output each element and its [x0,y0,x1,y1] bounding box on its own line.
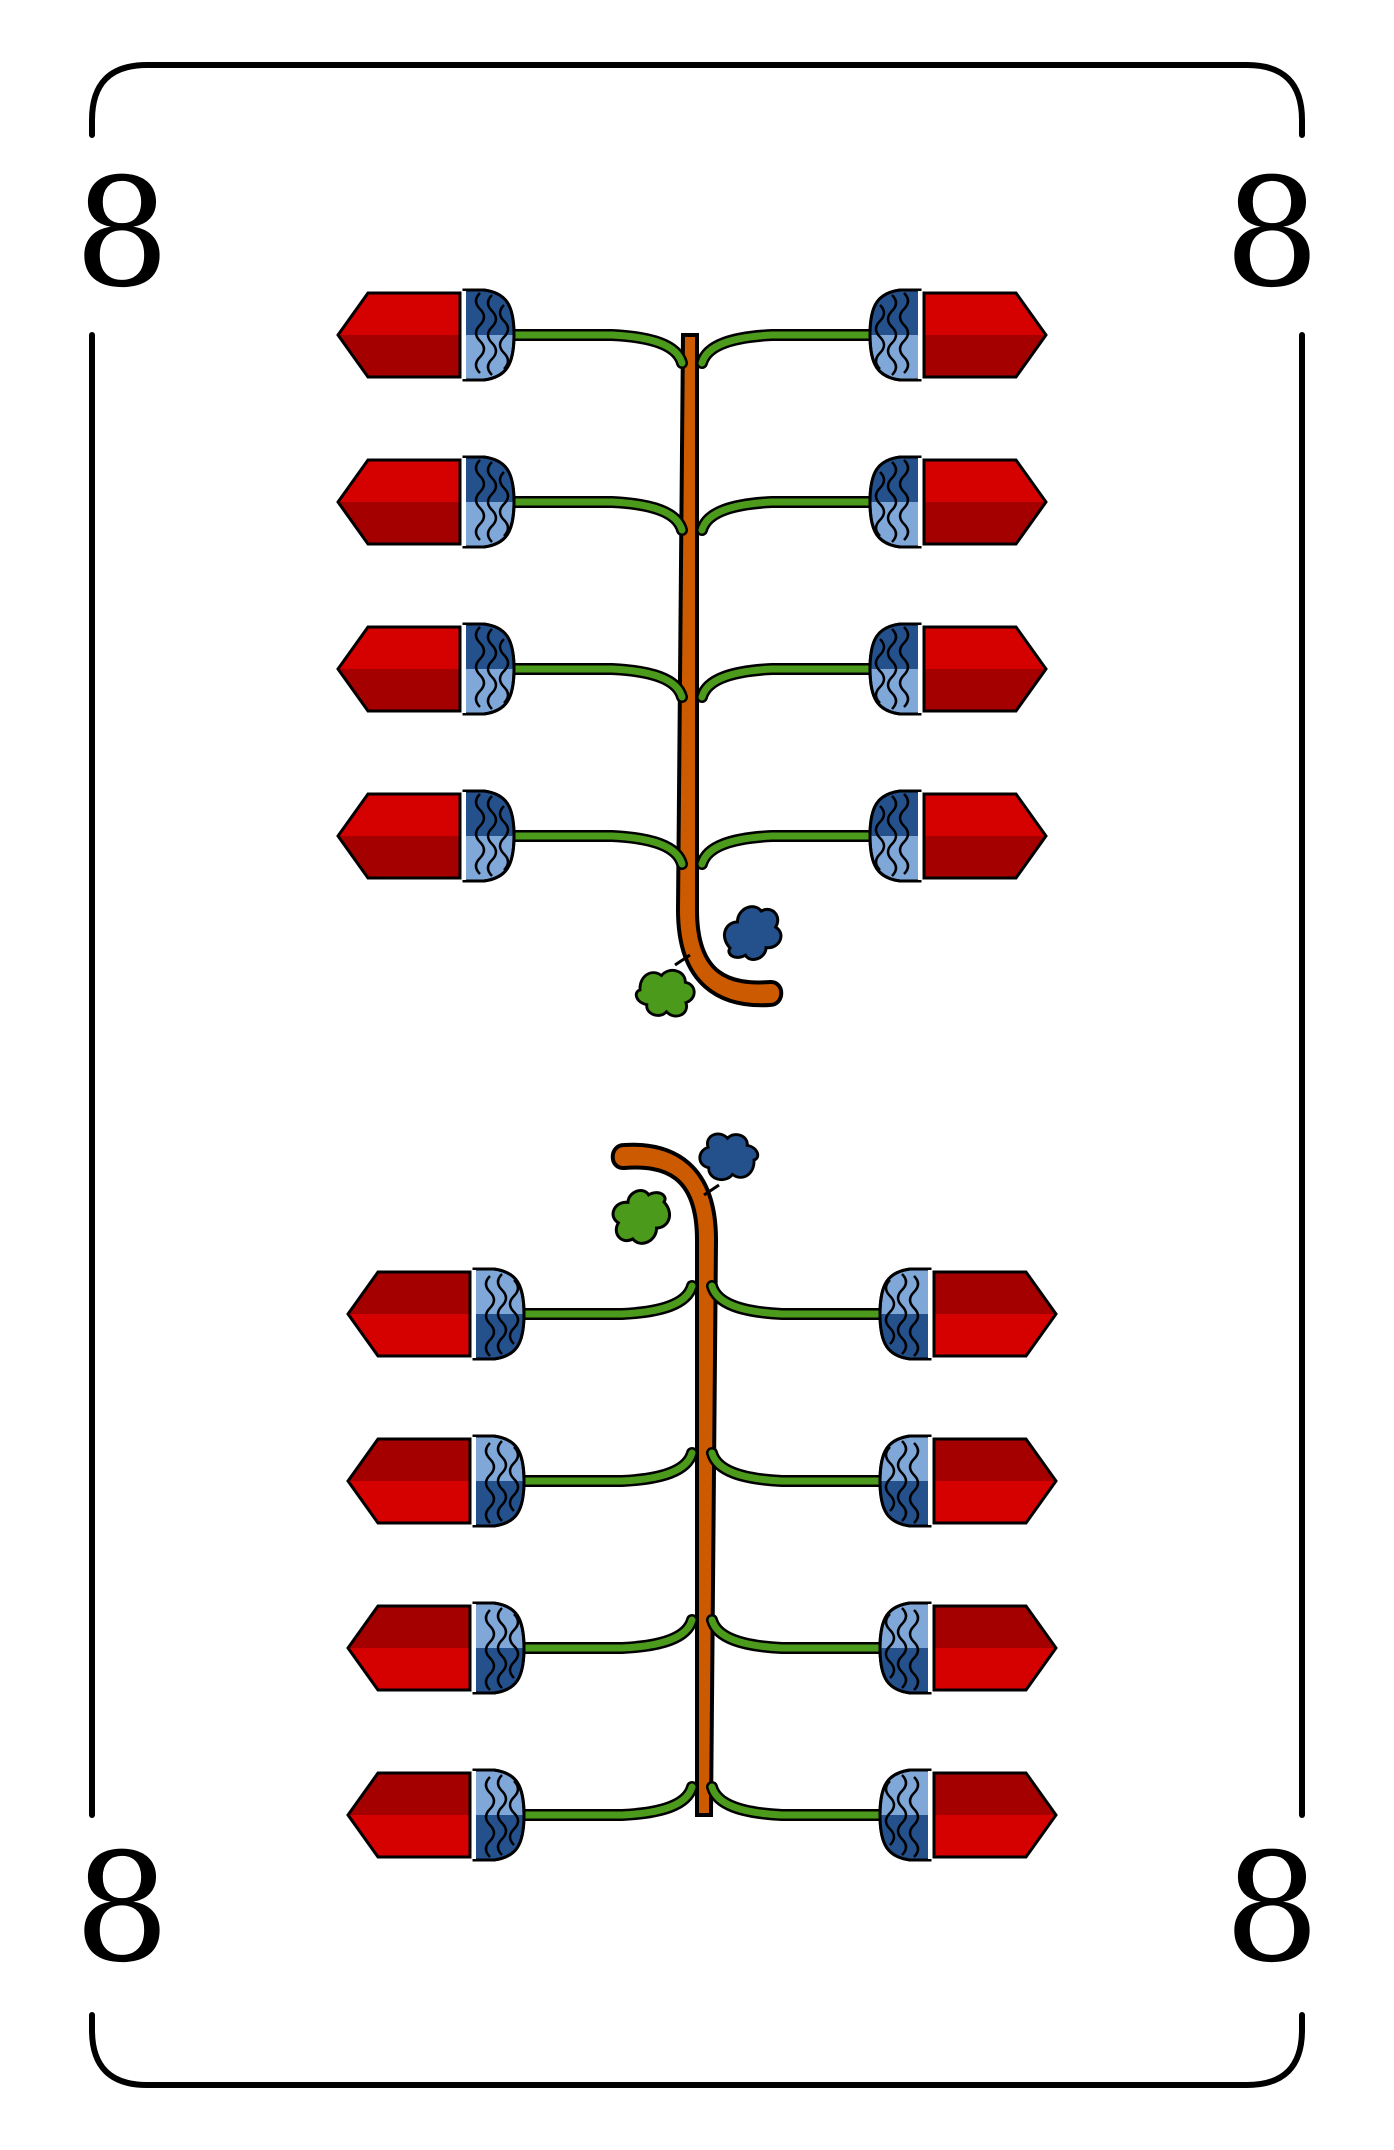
acorn-cluster-top [338,290,1046,1027]
corner-index-top-left: 8 [74,147,169,321]
branch [610,1142,719,1817]
corner-index-bottom-right: 8 [1224,1822,1319,1996]
corner-index-bottom-left: 8 [74,1822,169,1996]
branch [675,333,784,1008]
corner-index-top-right: 8 [1224,147,1319,321]
leaf-green [604,1181,679,1253]
card-frame [89,62,1305,2088]
leaf-blue [715,897,790,969]
acorn-cluster-bottom-flipped [348,1123,1056,1860]
